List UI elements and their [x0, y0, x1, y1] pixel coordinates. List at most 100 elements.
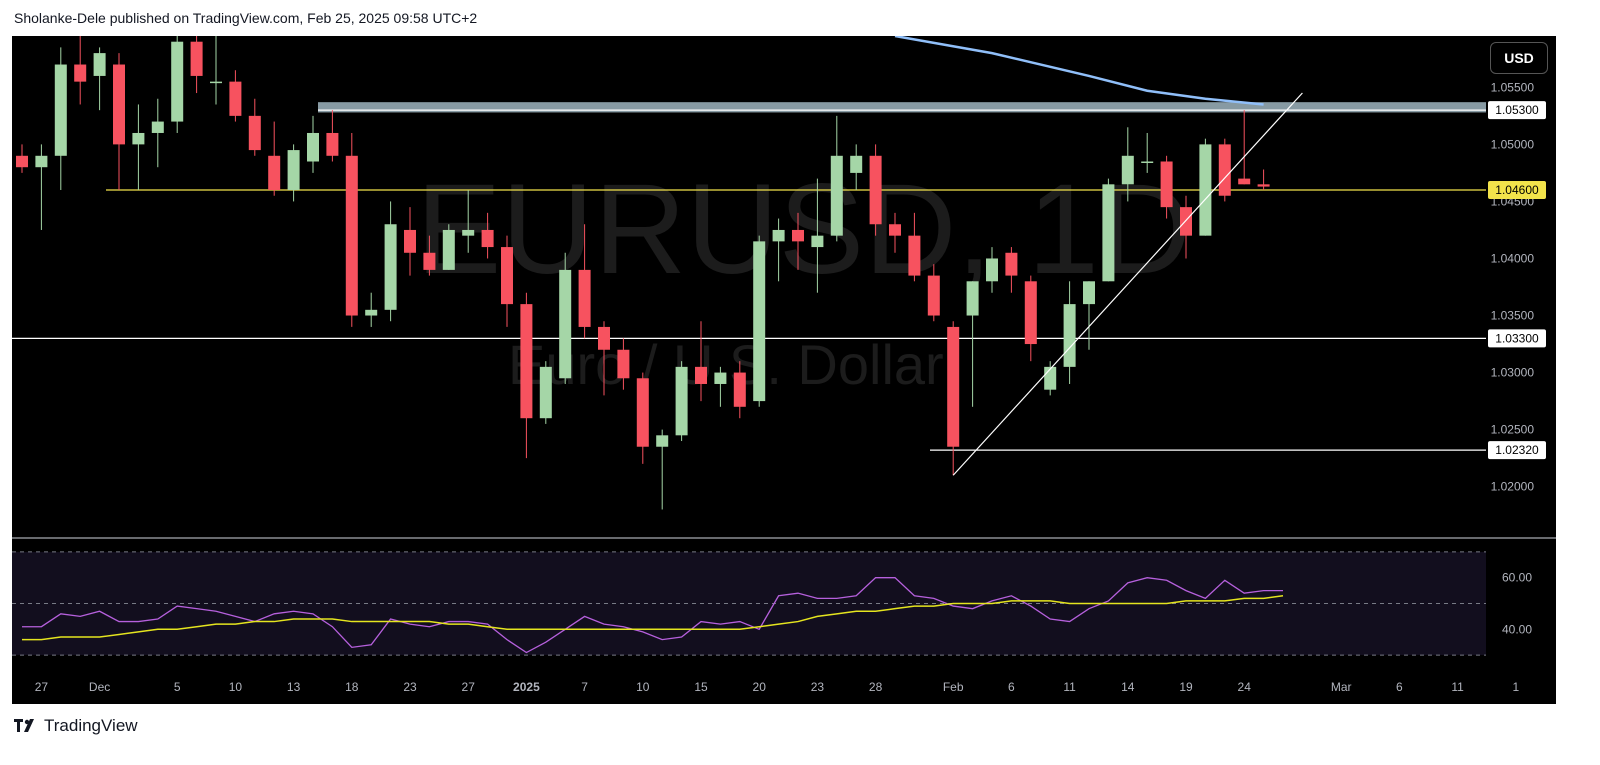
- candle-body: [151, 121, 164, 133]
- time-tick-label: Mar: [1331, 680, 1352, 694]
- time-tick-label: 6: [1008, 680, 1015, 694]
- candle-body: [404, 229, 416, 253]
- time-tick-label: 11: [1451, 680, 1464, 694]
- candle-body: [1141, 161, 1154, 163]
- candle-body: [850, 155, 863, 173]
- price-level-label: 1.04600: [1495, 183, 1539, 197]
- time-tick-label: 18: [345, 680, 359, 694]
- time-tick-label: 23: [403, 680, 417, 694]
- price-level-label: 1.02320: [1495, 443, 1539, 457]
- candle-body: [772, 229, 785, 242]
- candle-body: [171, 41, 184, 122]
- time-tick-label: 19: [1179, 680, 1193, 694]
- price-tick-label: 1.05000: [1491, 137, 1535, 151]
- candle-body: [1180, 207, 1192, 236]
- moving-average-line: [894, 36, 1264, 106]
- candle-body: [1199, 144, 1212, 236]
- time-tick-label: 13: [287, 680, 301, 694]
- time-tick-label: 10: [229, 680, 243, 694]
- candle-body: [1024, 281, 1037, 345]
- candle-body: [986, 258, 998, 282]
- publish-info: Sholanke-Dele published on TradingView.c…: [14, 10, 478, 26]
- rsi-line: [22, 577, 1283, 654]
- resistance-zone: [318, 102, 1486, 113]
- footer-brand: TradingView: [14, 716, 138, 736]
- candle-body: [1005, 252, 1018, 276]
- price-level-tag: [1488, 101, 1546, 120]
- price-tick-label: 1.03000: [1491, 366, 1535, 380]
- candle-body: [462, 229, 475, 236]
- candle-body: [636, 378, 649, 447]
- candle-body: [1121, 155, 1134, 185]
- candle-body: [210, 81, 222, 84]
- candle-body: [1083, 281, 1095, 305]
- candle-body: [908, 235, 921, 276]
- candle-body: [365, 309, 378, 316]
- candle-body: [792, 229, 804, 242]
- price-level-tag: [1488, 329, 1546, 348]
- candle-body: [326, 132, 339, 156]
- candle-body: [889, 224, 901, 236]
- candle-body: [830, 155, 843, 236]
- candle-body: [190, 41, 203, 76]
- time-tick-label: 20: [753, 680, 767, 694]
- candle-body: [74, 64, 87, 82]
- ascending-trendline: [952, 92, 1303, 476]
- candle-body: [520, 304, 533, 419]
- candle-body: [54, 64, 67, 156]
- tradingview-brand: TradingView: [44, 716, 138, 735]
- candle-body: [966, 281, 979, 316]
- candle-body: [287, 150, 300, 191]
- candle-body: [248, 115, 261, 151]
- time-tick-label: Dec: [89, 680, 110, 694]
- time-tick-label: 14: [1121, 680, 1135, 694]
- candle-body: [1160, 161, 1173, 208]
- candle-body: [559, 269, 572, 379]
- rsi-ma-line: [22, 595, 1284, 641]
- candle-body: [384, 224, 397, 310]
- time-tick-label: 1: [1512, 680, 1519, 694]
- price-level-label: 1.03300: [1495, 331, 1539, 345]
- time-tick-label: Feb: [943, 680, 964, 694]
- time-tick-label: 10: [636, 680, 650, 694]
- candle-body: [714, 372, 727, 384]
- candle-body: [1102, 184, 1115, 282]
- chart-frame[interactable]: EURUSD, 1D Euro / U.S. Dollar 1.02000 1.0…: [12, 36, 1556, 704]
- candle-body: [598, 326, 610, 350]
- candlestick-chart[interactable]: EURUSD, 1D Euro / U.S. Dollar 1.02000 1.0…: [12, 36, 1556, 704]
- candle-body: [1063, 304, 1076, 367]
- candle-body: [35, 155, 48, 168]
- candle-body: [1044, 366, 1057, 390]
- candle-body: [656, 435, 669, 447]
- time-tick-label: 28: [869, 680, 883, 694]
- candle-body: [481, 229, 494, 248]
- price-tick-label: 1.05500: [1491, 80, 1535, 94]
- candle-body: [733, 372, 746, 407]
- time-tick-label: 24: [1238, 680, 1252, 694]
- time-tick-label: 6: [1396, 680, 1403, 694]
- candle-body: [16, 155, 28, 168]
- candle-body: [578, 269, 591, 327]
- rsi-tick-label: 60.00: [1502, 571, 1532, 585]
- time-tick-label: 27: [462, 680, 476, 694]
- candle-body: [869, 155, 882, 225]
- candle-body: [132, 132, 145, 145]
- time-tick-label: 27: [35, 680, 49, 694]
- price-tick-label: 1.03500: [1491, 309, 1535, 323]
- candle-body: [307, 132, 319, 162]
- candle-body: [617, 349, 630, 379]
- candle-body: [675, 366, 688, 436]
- candle-body: [927, 275, 940, 316]
- candle-body: [93, 53, 106, 76]
- rsi-tick-label: 40.00: [1502, 622, 1532, 636]
- currency-button[interactable]: USD: [1490, 42, 1548, 74]
- price-level-tag: [1488, 181, 1546, 200]
- time-tick-label: 5: [174, 680, 181, 694]
- candle-body: [268, 155, 281, 191]
- candle-body: [811, 235, 824, 248]
- time-tick-label: 2025: [513, 680, 540, 694]
- price-level-tag: [1488, 441, 1546, 460]
- candle-body: [442, 229, 455, 270]
- candle-body: [501, 247, 513, 305]
- time-tick-label: 15: [694, 680, 708, 694]
